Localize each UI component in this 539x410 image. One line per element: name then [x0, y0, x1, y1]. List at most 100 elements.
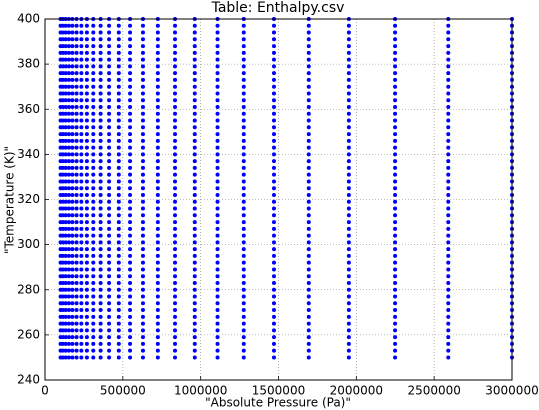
point	[446, 111, 451, 116]
point	[84, 233, 89, 238]
point	[173, 145, 178, 150]
point	[98, 274, 103, 279]
point	[140, 233, 145, 238]
point	[155, 179, 160, 184]
point	[128, 98, 133, 103]
point	[241, 280, 246, 285]
point	[79, 253, 84, 258]
point	[107, 247, 112, 252]
point	[66, 37, 71, 42]
point	[271, 192, 276, 197]
point	[63, 138, 68, 143]
point	[107, 172, 112, 177]
x-tick-label: 1500000	[252, 384, 305, 398]
point	[271, 30, 276, 35]
point	[91, 226, 96, 231]
point	[393, 321, 398, 326]
point	[116, 77, 121, 82]
point	[393, 226, 398, 231]
point	[84, 71, 89, 76]
point	[173, 267, 178, 272]
point	[446, 355, 451, 360]
point	[116, 64, 121, 69]
point	[155, 23, 160, 28]
point	[446, 321, 451, 326]
point	[74, 159, 79, 164]
point	[98, 98, 103, 103]
point	[241, 213, 246, 218]
point	[241, 91, 246, 96]
point	[116, 179, 121, 184]
x-tick-label: 3000000	[485, 384, 538, 398]
point	[107, 71, 112, 76]
point	[155, 233, 160, 238]
point	[393, 37, 398, 42]
point	[107, 301, 112, 306]
point	[271, 172, 276, 177]
point	[271, 179, 276, 184]
point	[91, 44, 96, 49]
point	[155, 159, 160, 164]
point	[192, 287, 197, 292]
point	[140, 125, 145, 130]
point	[393, 192, 398, 197]
point	[215, 213, 220, 218]
point	[140, 30, 145, 35]
point	[140, 314, 145, 319]
point	[63, 118, 68, 123]
point	[116, 165, 121, 170]
point	[140, 253, 145, 258]
point	[70, 111, 75, 116]
point	[192, 335, 197, 340]
point	[128, 30, 133, 35]
point	[70, 355, 75, 360]
point	[91, 267, 96, 272]
point	[66, 280, 71, 285]
point	[215, 294, 220, 299]
point	[66, 23, 71, 28]
x-tick-label: 1000000	[174, 384, 227, 398]
point	[84, 132, 89, 137]
point	[63, 240, 68, 245]
point	[140, 348, 145, 353]
point	[74, 348, 79, 353]
point	[155, 91, 160, 96]
point	[98, 321, 103, 326]
point	[128, 71, 133, 76]
point	[128, 186, 133, 191]
point	[66, 335, 71, 340]
point	[84, 84, 89, 89]
point	[116, 233, 121, 238]
point	[70, 159, 75, 164]
point	[271, 64, 276, 69]
point	[107, 111, 112, 116]
point	[91, 192, 96, 197]
point	[241, 301, 246, 306]
point	[91, 98, 96, 103]
point	[128, 348, 133, 353]
point	[128, 206, 133, 211]
point	[116, 145, 121, 150]
point	[74, 172, 79, 177]
point	[116, 267, 121, 272]
point	[140, 132, 145, 137]
point	[84, 280, 89, 285]
point	[79, 240, 84, 245]
point	[116, 50, 121, 55]
point	[155, 314, 160, 319]
point	[107, 260, 112, 265]
point	[66, 77, 71, 82]
point	[192, 267, 197, 272]
point	[98, 159, 103, 164]
y-tick-label: 240	[17, 373, 40, 387]
point	[346, 199, 351, 204]
point	[70, 260, 75, 265]
point	[107, 179, 112, 184]
point	[346, 355, 351, 360]
point	[173, 301, 178, 306]
point	[128, 253, 133, 258]
point	[107, 206, 112, 211]
point	[173, 118, 178, 123]
point	[346, 179, 351, 184]
point	[79, 260, 84, 265]
